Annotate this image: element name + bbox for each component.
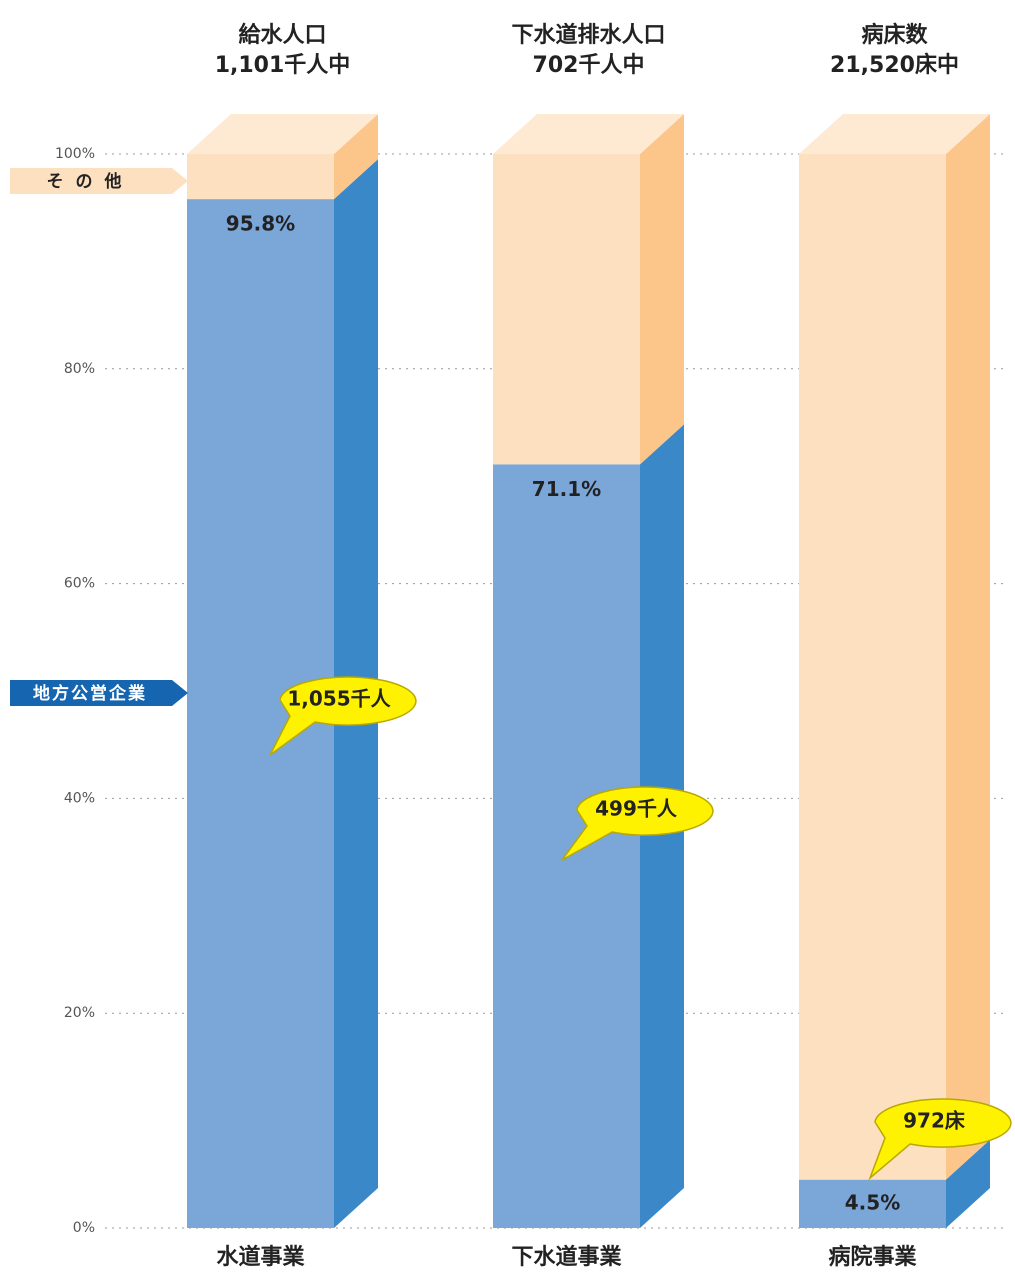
value-label: 95.8% bbox=[226, 212, 295, 236]
callout-label: 972床 bbox=[903, 1109, 966, 1133]
y-tick-label: 60% bbox=[64, 576, 95, 592]
bar-front bbox=[799, 1179, 946, 1228]
column-title: 下水道排水人口 bbox=[511, 22, 665, 48]
bar-front bbox=[493, 154, 640, 465]
y-tick-label: 0% bbox=[73, 1220, 95, 1236]
bar-side bbox=[640, 114, 684, 465]
value-label: 71.1% bbox=[532, 477, 601, 501]
y-tick-label: 40% bbox=[64, 790, 95, 806]
legend-label: 地方公営企業 bbox=[33, 683, 147, 704]
callout-label: 1,055千人 bbox=[287, 687, 391, 711]
callout-bubble bbox=[561, 786, 714, 861]
bar-top bbox=[187, 114, 378, 154]
column-title: 21,520床中 bbox=[830, 52, 959, 78]
callout-bubble bbox=[868, 1098, 1012, 1181]
y-tick-label: 80% bbox=[64, 361, 95, 377]
y-tick-label: 20% bbox=[64, 1005, 95, 1021]
x-tick-label: 水道事業 bbox=[216, 1244, 305, 1270]
legend-tag bbox=[10, 680, 188, 706]
column-title: 1,101千人中 bbox=[215, 53, 351, 78]
y-tick-label: 100% bbox=[55, 146, 95, 162]
column-title: 病床数 bbox=[861, 22, 928, 48]
value-label: 4.5% bbox=[845, 1190, 900, 1214]
bar-side bbox=[334, 114, 378, 200]
legend-label: その他 bbox=[47, 171, 134, 192]
bar-top bbox=[799, 114, 990, 154]
legend-tag bbox=[10, 168, 188, 194]
x-tick-label: 下水道事業 bbox=[511, 1244, 622, 1270]
column-title: 給水人口 bbox=[238, 22, 326, 48]
bar-top bbox=[493, 114, 684, 154]
bar-front bbox=[799, 154, 946, 1180]
x-tick-label: 病院事業 bbox=[828, 1244, 917, 1270]
bar-front bbox=[493, 464, 640, 1228]
bar-front bbox=[187, 154, 334, 200]
bar-side bbox=[946, 114, 990, 1180]
column-title: 702千人中 bbox=[533, 53, 645, 78]
bar-side bbox=[946, 1139, 990, 1228]
callout-label: 499千人 bbox=[595, 797, 678, 821]
callout-bubble bbox=[269, 676, 417, 756]
